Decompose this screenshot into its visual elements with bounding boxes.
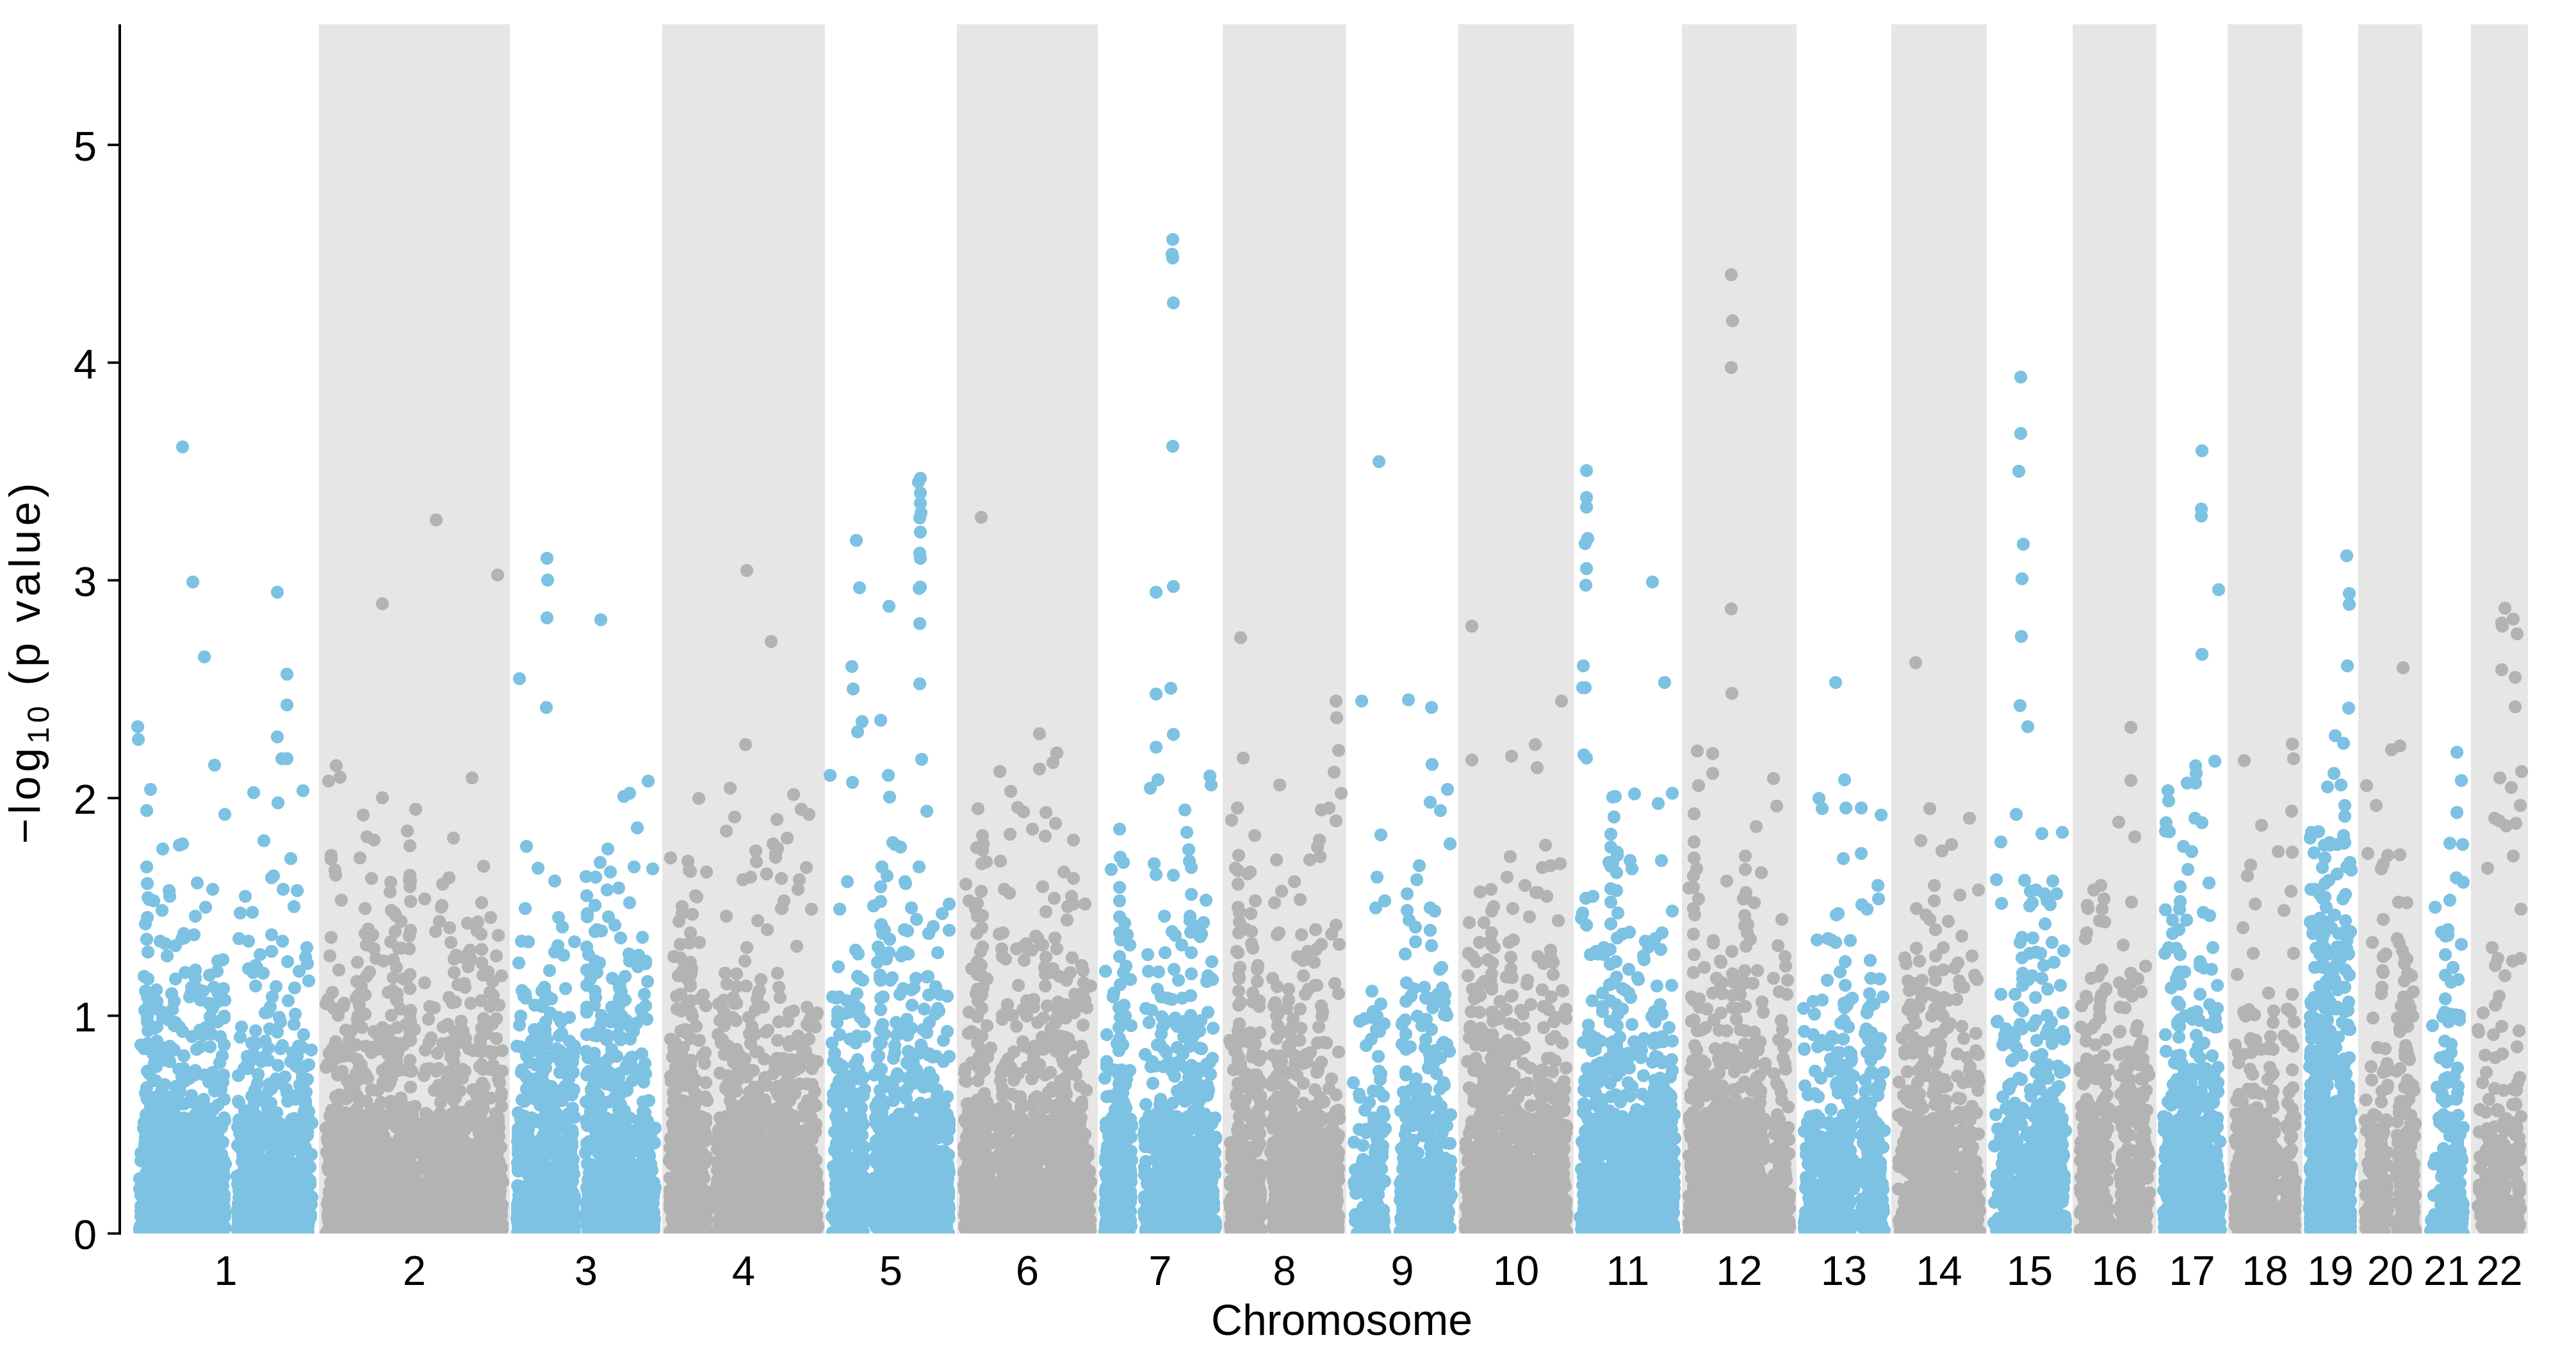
svg-text:14: 14 xyxy=(1916,1247,1962,1294)
svg-text:15: 15 xyxy=(2007,1247,2053,1294)
svg-text:7: 7 xyxy=(1148,1247,1171,1294)
svg-text:21: 21 xyxy=(2424,1247,2470,1294)
svg-text:5: 5 xyxy=(74,123,97,170)
svg-text:2: 2 xyxy=(403,1247,426,1294)
svg-text:0: 0 xyxy=(74,1211,97,1258)
svg-text:19: 19 xyxy=(2307,1247,2353,1294)
svg-text:12: 12 xyxy=(1716,1247,1762,1294)
svg-text:3: 3 xyxy=(575,1247,598,1294)
svg-text:1: 1 xyxy=(74,994,97,1040)
svg-text:9: 9 xyxy=(1390,1247,1414,1294)
svg-text:5: 5 xyxy=(879,1247,902,1294)
svg-text:20: 20 xyxy=(2367,1247,2413,1294)
svg-text:3: 3 xyxy=(74,558,97,605)
svg-text:4: 4 xyxy=(732,1247,755,1294)
svg-text:17: 17 xyxy=(2169,1247,2215,1294)
svg-text:8: 8 xyxy=(1273,1247,1296,1294)
svg-text:13: 13 xyxy=(1821,1247,1867,1294)
svg-text:22: 22 xyxy=(2476,1247,2522,1294)
svg-text:16: 16 xyxy=(2091,1247,2137,1294)
svg-text:10: 10 xyxy=(1493,1247,1539,1294)
svg-text:1: 1 xyxy=(214,1247,237,1294)
svg-text:4: 4 xyxy=(74,341,97,387)
svg-text:−log10 (p value): −log10 (p value) xyxy=(1,479,55,844)
svg-text:2: 2 xyxy=(74,776,97,823)
svg-text:Chromosome: Chromosome xyxy=(1211,1296,1472,1345)
svg-text:11: 11 xyxy=(1606,1247,1649,1294)
svg-text:6: 6 xyxy=(1016,1247,1039,1294)
svg-text:18: 18 xyxy=(2242,1247,2288,1294)
